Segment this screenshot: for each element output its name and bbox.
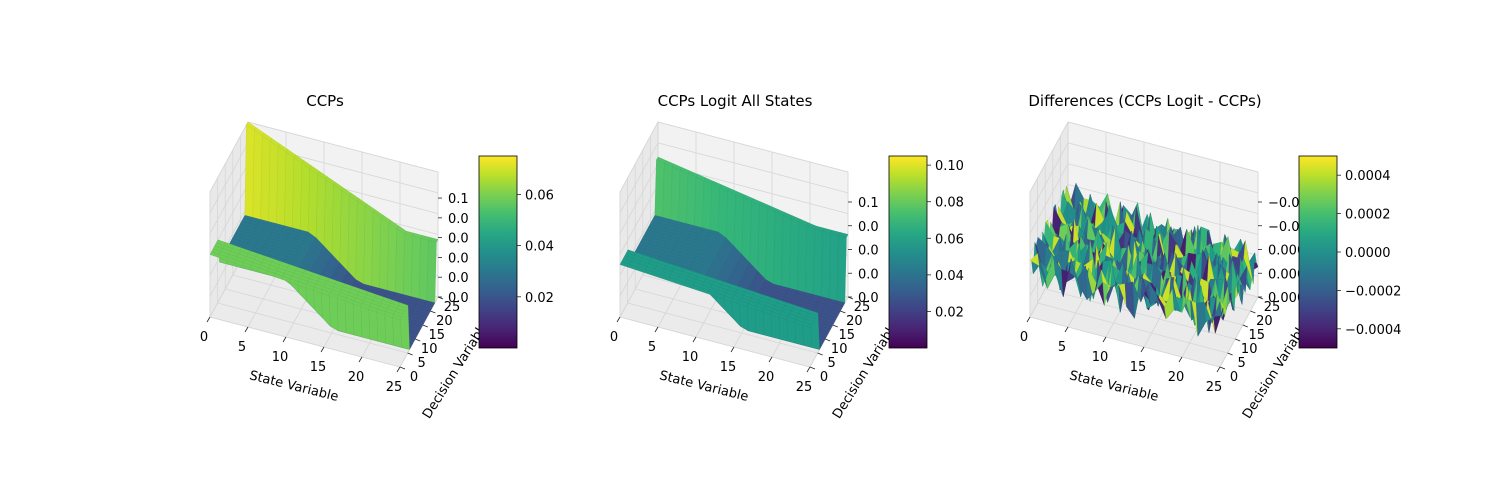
y-tick-label: 15: [1249, 328, 1266, 343]
colorbar-tick-label: 0.08: [935, 196, 964, 211]
surface: [619, 156, 849, 350]
x-tick-label: 15: [720, 360, 737, 375]
x-tick-label: 0: [1020, 330, 1028, 345]
y-tick-label: 10: [421, 342, 438, 357]
y-tick-label: 10: [831, 342, 848, 357]
x-tick-label: 0: [200, 330, 208, 345]
x-tick-label: 25: [796, 380, 813, 395]
y-tick-label: 5: [417, 356, 425, 371]
z-tick-label: 0.0: [858, 220, 879, 235]
y-tick-label: 10: [1241, 342, 1258, 357]
colorbar: [889, 156, 927, 348]
surface-patch: [836, 235, 847, 304]
z-tick-label: 0.1: [448, 192, 469, 207]
colorbar-tick-label: 0.0000: [1345, 246, 1391, 261]
colorbar-tick-label: 0.04: [935, 269, 964, 284]
colorbar: [479, 156, 517, 348]
z-tick-label: 0.0: [448, 232, 469, 247]
z-tick-label: 0.0: [858, 244, 879, 259]
z-tick-label: 0.0: [858, 291, 879, 306]
x-tick-label: 20: [348, 370, 365, 385]
surface-patch: [801, 321, 812, 328]
z-tick-label: 0.000: [1268, 267, 1305, 282]
subplot-title: Differences (CCPs Logit - CCPs): [1028, 92, 1261, 110]
colorbar-tick-label: 0.0004: [1345, 169, 1391, 184]
z-tick-label: 0.1: [858, 196, 879, 211]
y-tick-label: 25: [1264, 300, 1281, 315]
y-tick-label: 20: [1256, 314, 1273, 329]
surface: [1029, 182, 1259, 337]
colorbar-tick-label: 0.10: [935, 159, 964, 174]
x-tick-label: 10: [272, 350, 289, 365]
y-tick-label: 0: [820, 370, 828, 385]
colorbar-tick-label: 0.04: [525, 240, 554, 255]
y-tick-label: 5: [1237, 356, 1245, 371]
z-tick-label: 0.0: [448, 291, 469, 306]
z-tick-label: 0.000: [1268, 291, 1305, 306]
z-tick-label: 0.0: [448, 271, 469, 286]
x-tick-label: 25: [386, 380, 403, 395]
y-tick-label: 5: [827, 356, 835, 371]
y-tick-label: 15: [839, 328, 856, 343]
surface-patch: [426, 240, 437, 304]
subplot-differences: Differences (CCPs Logit - CCPs) 05101520…: [1020, 92, 1402, 422]
x-tick-label: 5: [648, 340, 656, 355]
subplot-title: CCPs: [306, 92, 344, 110]
colorbar-tick-label: 0.02: [935, 305, 964, 320]
surface-patch: [391, 314, 402, 321]
x-tick-label: 15: [1130, 360, 1147, 375]
subplot-title: CCPs Logit All States: [658, 92, 813, 110]
x-tick-label: 15: [310, 360, 327, 375]
y-tick-label: 0: [1230, 370, 1238, 385]
y-tick-label: 25: [444, 300, 461, 315]
colorbar: [1299, 156, 1337, 348]
x-tick-label: 10: [682, 350, 699, 365]
y-tick-label: 20: [436, 314, 453, 329]
x-tick-label: 0: [610, 330, 618, 345]
x-tick-label: 20: [758, 370, 775, 385]
z-tick-label: 0.0: [858, 267, 879, 282]
x-tick-label: 25: [1206, 380, 1223, 395]
colorbar-tick-label: 0.06: [935, 232, 964, 247]
y-tick-label: 25: [854, 300, 871, 315]
z-tick-label: 0.000: [1268, 244, 1305, 259]
z-tick-label: 0.0: [448, 251, 469, 266]
x-tick-label: 10: [1092, 350, 1109, 365]
colorbar-tick-label: 0.02: [525, 291, 554, 306]
surface-patch: [1211, 301, 1222, 324]
y-tick-label: 15: [429, 328, 446, 343]
x-tick-label: 5: [1058, 340, 1066, 355]
z-tick-label: 0.0: [448, 212, 469, 227]
y-tick-label: 0: [410, 370, 418, 385]
colorbar-tick-label: −0.0002: [1345, 284, 1401, 299]
y-tick-label: 20: [846, 314, 863, 329]
colorbar-tick-label: −0.0004: [1345, 323, 1401, 338]
surface: [209, 121, 439, 350]
x-tick-label: 5: [238, 340, 246, 355]
colorbar-tick-label: 0.06: [525, 188, 554, 203]
colorbar-tick-label: 0.0002: [1345, 208, 1391, 223]
x-tick-label: 20: [1168, 370, 1185, 385]
